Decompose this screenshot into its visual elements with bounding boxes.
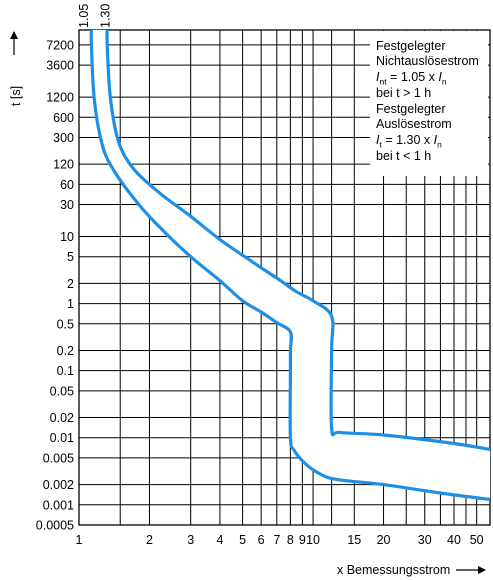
legend-line-5: Festgelegter bbox=[376, 102, 445, 117]
legend-line-4: bei t > 1 h bbox=[376, 86, 431, 101]
y-tick-label: 7200 bbox=[46, 38, 74, 52]
x-tick-label: 4 bbox=[216, 533, 223, 547]
y-tick-label: 0.02 bbox=[50, 411, 74, 425]
legend-sub-n2: n bbox=[437, 140, 442, 150]
y-tick-label: 1 bbox=[67, 297, 74, 311]
x-tick-label: 9 bbox=[299, 533, 306, 547]
x-axis-title: x Bemessungsstrom bbox=[337, 563, 450, 577]
y-tick-label: 0.05 bbox=[50, 384, 74, 398]
y-tick-label: 120 bbox=[53, 158, 74, 172]
y-tick-label: 0.2 bbox=[57, 344, 74, 358]
y-tick-label: 1200 bbox=[46, 91, 74, 105]
x-tick-label: 50 bbox=[470, 533, 484, 547]
y-tick-label: 5 bbox=[67, 250, 74, 264]
legend-line-1: Festgelegter bbox=[376, 39, 445, 54]
y-tick-label: 2 bbox=[67, 277, 74, 291]
y-tick-label: 0.5 bbox=[57, 317, 74, 331]
y-tick-label: 600 bbox=[53, 111, 74, 125]
y-tick-label: 0.1 bbox=[57, 364, 74, 378]
y-tick-label: 3600 bbox=[46, 59, 74, 73]
top-label: 1.05 bbox=[77, 4, 91, 28]
x-tick-label: 7 bbox=[273, 533, 280, 547]
x-tick-label: 30 bbox=[418, 533, 432, 547]
x-tick-label: 40 bbox=[447, 533, 461, 547]
x-tick-label: 5 bbox=[239, 533, 246, 547]
y-tick-label: 0.01 bbox=[50, 431, 74, 445]
x-tick-label: 1 bbox=[76, 533, 83, 547]
x-tick-label: 10 bbox=[306, 533, 320, 547]
legend-mid-130: = 1.30 x bbox=[382, 133, 434, 147]
y-tick-label: 60 bbox=[60, 178, 74, 192]
x-tick-label: 6 bbox=[258, 533, 265, 547]
y-tick-label: 300 bbox=[53, 131, 74, 145]
y-axis-title: t [s] bbox=[9, 86, 23, 106]
x-tick-label: 15 bbox=[347, 533, 361, 547]
legend-line-8: bei t < 1 h bbox=[376, 149, 431, 164]
legend: Festgelegter Nichtauslösestrom Int = 1.0… bbox=[370, 31, 488, 176]
legend-mid-105: = 1.05 x bbox=[387, 70, 439, 84]
y-tick-label: 0.001 bbox=[43, 498, 74, 512]
y-tick-label: 0.002 bbox=[43, 478, 74, 492]
x-tick-label: 3 bbox=[187, 533, 194, 547]
legend-line-6: Auslösestrom bbox=[376, 117, 452, 132]
legend-sub-nt: nt bbox=[379, 77, 386, 87]
y-axis-arrow bbox=[10, 31, 18, 55]
y-tick-label: 10 bbox=[60, 230, 74, 244]
x-axis-arrow bbox=[456, 566, 486, 574]
x-tick-label: 2 bbox=[146, 533, 153, 547]
y-tick-label: 0.005 bbox=[43, 451, 74, 465]
x-tick-label: 8 bbox=[287, 533, 294, 547]
x-tick-label: 20 bbox=[377, 533, 391, 547]
y-tick-label: 0.0005 bbox=[36, 519, 74, 533]
legend-line-2: Nichtauslösestrom bbox=[376, 54, 479, 69]
legend-sub-n: n bbox=[442, 77, 447, 87]
top-label: 1.30 bbox=[99, 4, 113, 28]
y-tick-label: 30 bbox=[60, 198, 74, 212]
